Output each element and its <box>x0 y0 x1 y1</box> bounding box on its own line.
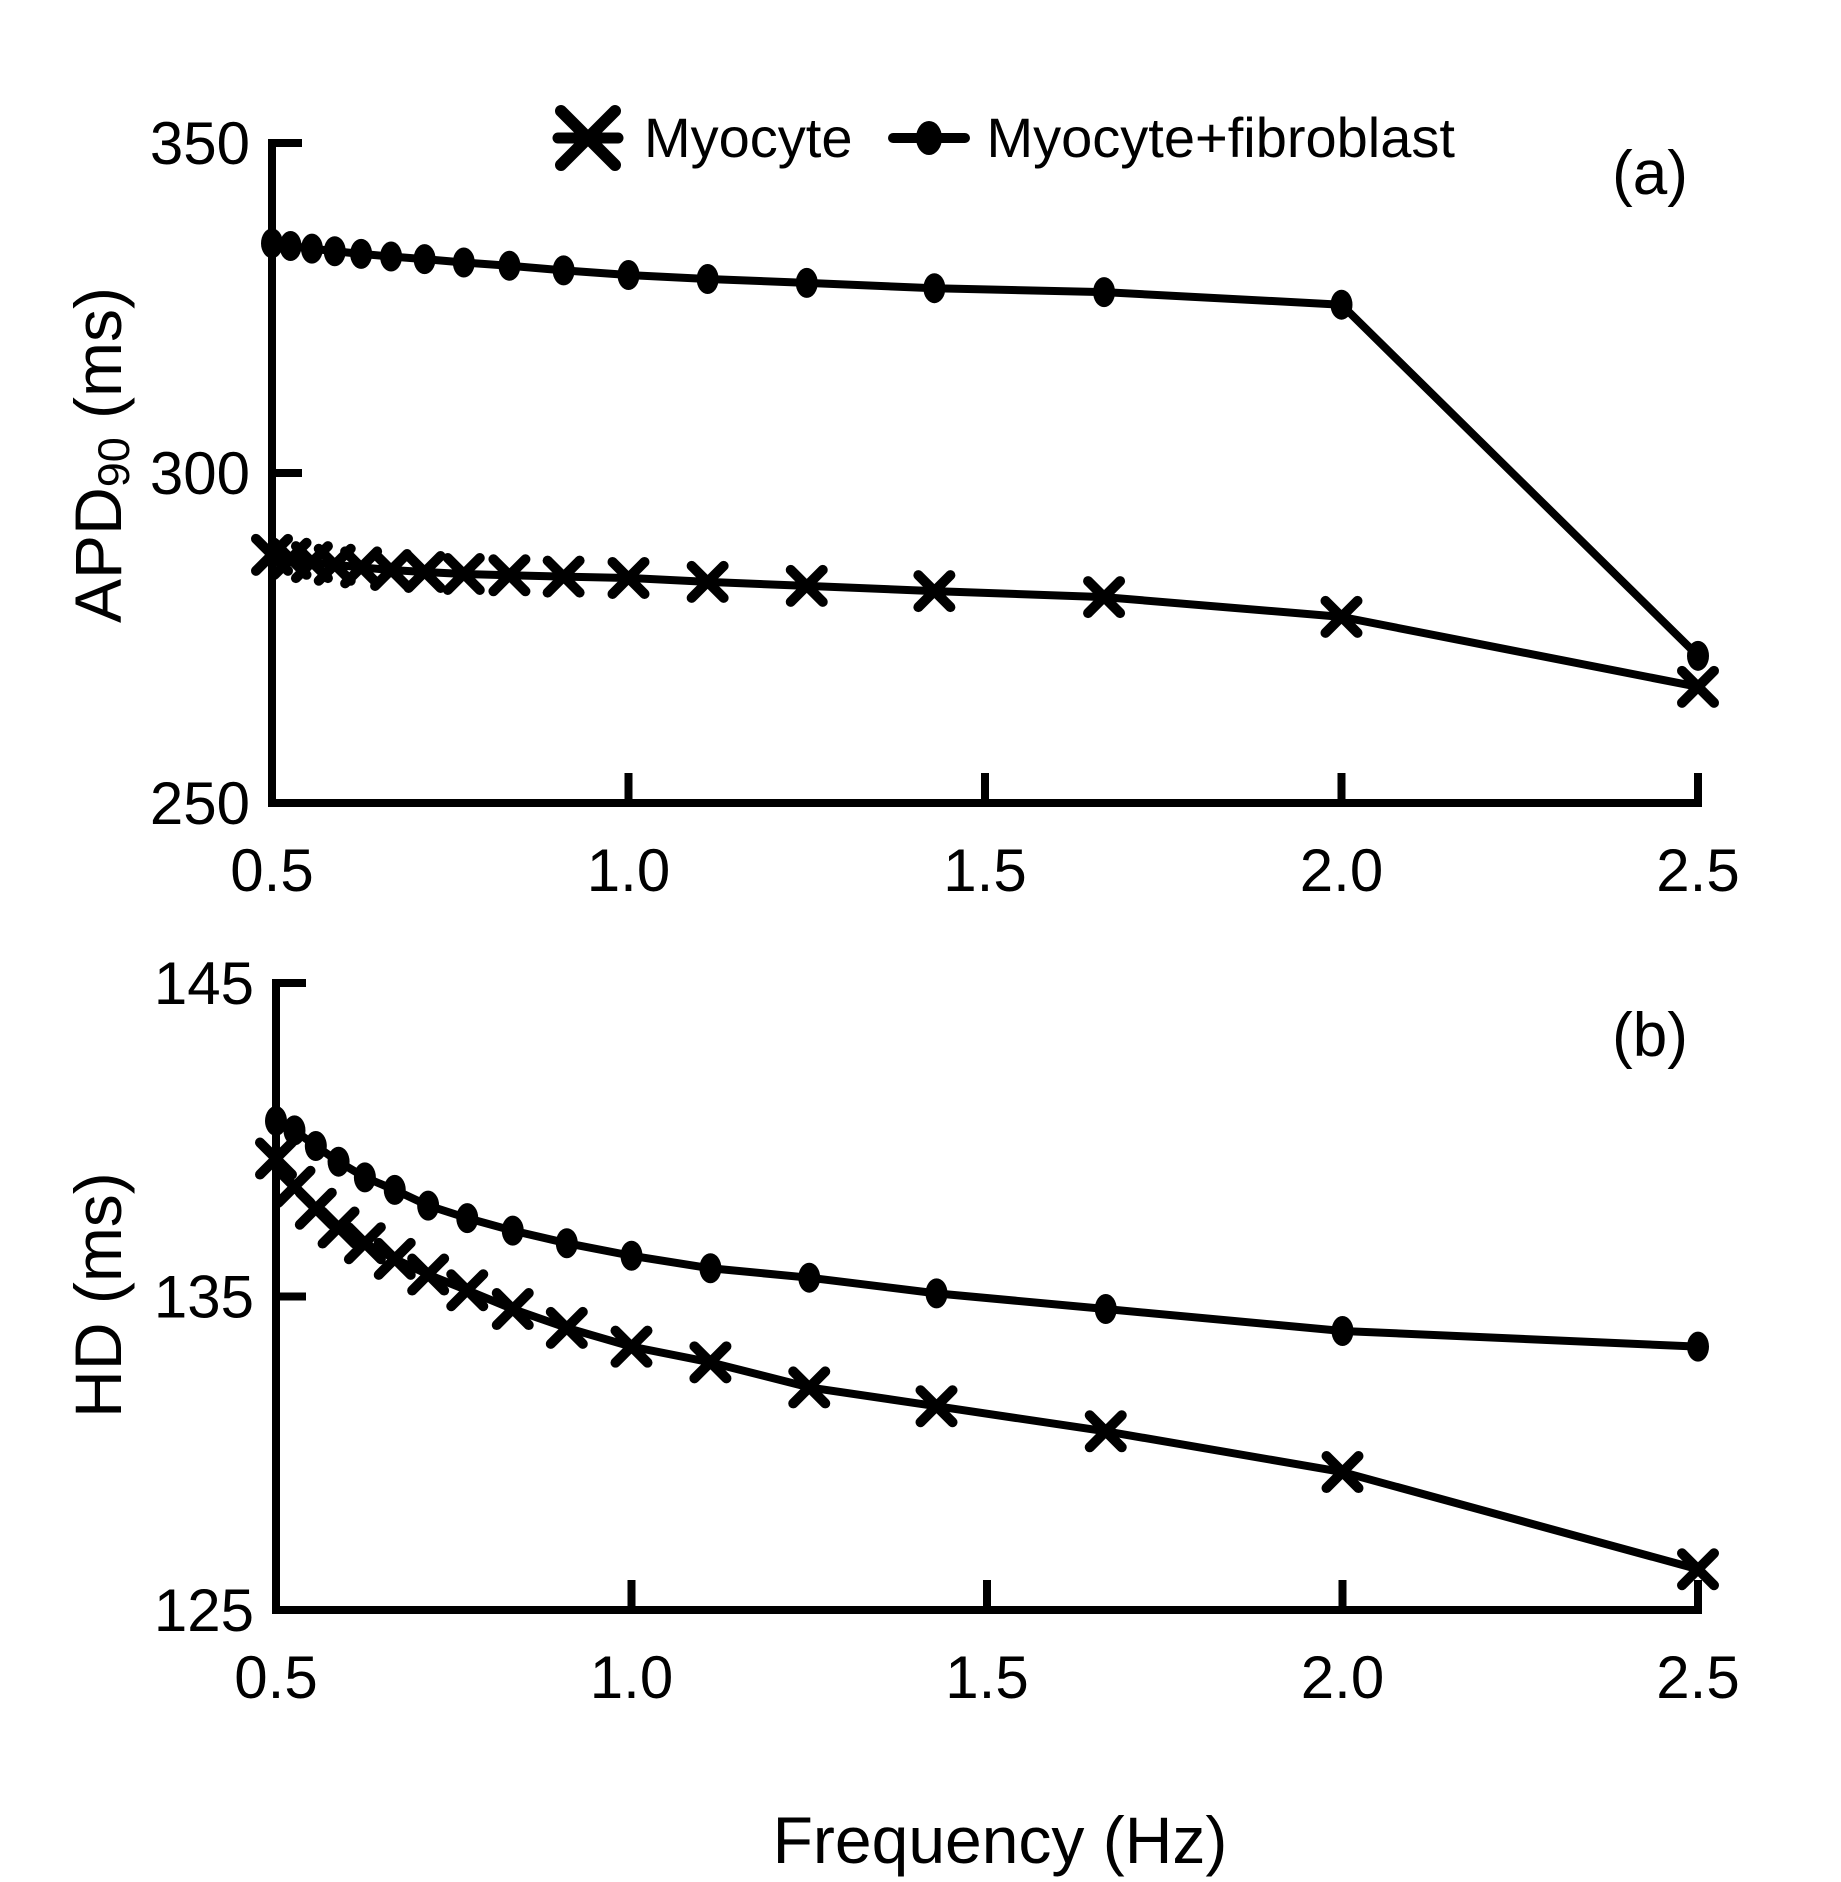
x-tick-label: 2.0 <box>1301 1644 1384 1711</box>
axis-spines <box>268 139 1702 807</box>
y-axis-title-hd: HD (ms) <box>61 1172 135 1418</box>
y-tick-label: 250 <box>150 770 250 837</box>
y-tick-label: 350 <box>150 110 250 177</box>
x-tick-label: 2.0 <box>1300 837 1383 904</box>
x-tick-label: 2.5 <box>1656 1644 1739 1711</box>
panel-a: 250 300 350 0.5 1.0 1.5 2.0 2.5 <box>150 110 1740 904</box>
y-tick-label: 135 <box>154 1264 254 1331</box>
series-myocyte <box>255 1137 1719 1591</box>
x-axis-title-frequency: Frequency (Hz) <box>772 1803 1228 1877</box>
data-point-marker <box>300 233 323 264</box>
myocyte-marker-icon <box>552 105 624 171</box>
data-point-marker <box>323 236 346 267</box>
y-tick-label: 145 <box>154 950 254 1017</box>
panel-a-label: (a) <box>1612 139 1688 208</box>
y-axis: 250 300 350 <box>150 110 302 837</box>
data-point-marker <box>350 238 373 269</box>
x-tick-label: 1.5 <box>945 1644 1028 1711</box>
x-axis: 0.5 1.0 1.5 2.0 2.5 <box>234 1580 1740 1711</box>
legend: Myocyte Myocyte+fibroblast <box>548 98 1455 178</box>
myocyte-fibroblast-marker-icon <box>887 121 970 155</box>
data-point-marker <box>1330 289 1353 320</box>
x-tick-label: 1.5 <box>943 837 1026 904</box>
panel-b-label: (b) <box>1612 1001 1688 1070</box>
data-point-marker <box>1093 277 1116 308</box>
data-point-marker <box>620 1240 643 1271</box>
data-point-marker <box>925 1278 948 1309</box>
x-tick-label: 2.5 <box>1656 837 1739 904</box>
data-point-marker <box>552 255 575 286</box>
data-point-marker <box>304 1131 327 1162</box>
data-point-marker <box>265 1105 287 1136</box>
data-point-marker <box>283 1115 306 1146</box>
data-point-marker <box>617 260 640 290</box>
data-point-marker <box>1687 640 1709 671</box>
data-point-marker <box>1331 1315 1354 1346</box>
y-tick-label: 125 <box>154 1577 254 1644</box>
data-point-marker <box>279 230 302 261</box>
series-line <box>271 550 1699 691</box>
data-point-marker <box>327 1146 350 1177</box>
data-point-marker <box>798 1262 821 1293</box>
series-myocyte-fibroblast <box>265 1105 1709 1362</box>
data-point-marker <box>353 1162 376 1193</box>
data-point-marker <box>261 228 283 259</box>
data-point-marker <box>417 1190 440 1221</box>
data-point-marker <box>380 241 403 272</box>
data-point-marker <box>413 244 436 275</box>
x-tick-label: 1.0 <box>590 1644 673 1711</box>
data-point-marker <box>696 263 719 294</box>
data-point-marker <box>501 1215 524 1246</box>
data-point-marker <box>795 267 818 298</box>
series-myocyte-fibroblast <box>261 228 1709 671</box>
data-point-marker <box>456 1203 479 1234</box>
data-point-marker <box>923 273 946 304</box>
series-myocyte <box>251 533 1719 708</box>
panel-b: 125 135 145 0.5 1.0 1.5 2.0 2.5 <box>154 950 1740 1711</box>
x-tick-label: 1.0 <box>587 837 670 904</box>
data-point-marker <box>1094 1294 1117 1325</box>
y-axis: 125 135 145 <box>154 950 306 1644</box>
y-tick-label: 300 <box>150 440 250 507</box>
legend-label-myocyte-fibroblast: Myocyte+fibroblast <box>986 106 1455 169</box>
data-point-marker <box>1687 1331 1709 1362</box>
x-tick-label: 0.5 <box>234 1644 317 1711</box>
data-point-marker <box>555 1228 578 1259</box>
legend-label-myocyte: Myocyte <box>644 106 853 169</box>
x-tick-label: 0.5 <box>230 837 313 904</box>
series-line <box>274 1117 1699 1351</box>
data-point-marker <box>452 247 475 278</box>
legend-item-myocyte-fibroblast: Myocyte+fibroblast <box>887 98 1455 178</box>
data-point-marker <box>383 1174 406 1205</box>
y-axis-title-apd90: APD90 (ms) <box>61 287 140 623</box>
x-axis: 0.5 1.0 1.5 2.0 2.5 <box>230 773 1740 904</box>
data-point-marker <box>498 250 521 281</box>
legend-item-myocyte: Myocyte <box>548 98 853 178</box>
data-point-marker <box>699 1253 722 1284</box>
